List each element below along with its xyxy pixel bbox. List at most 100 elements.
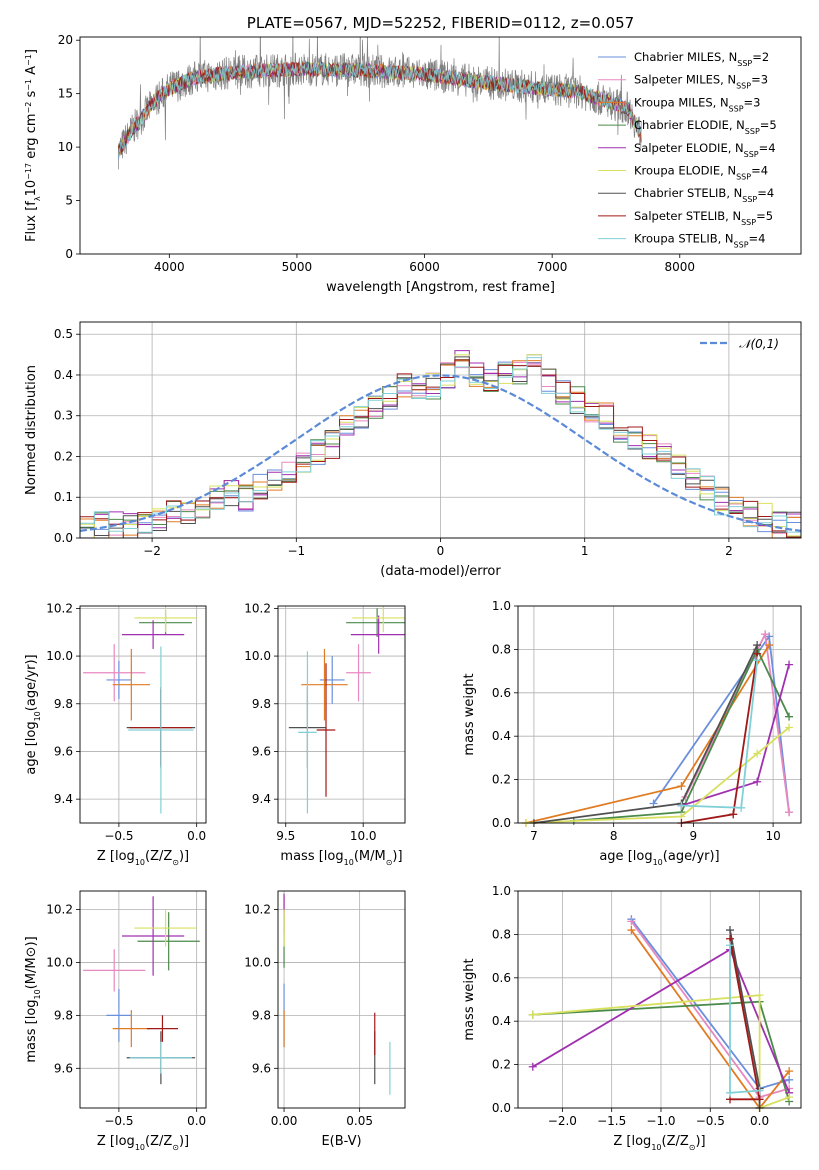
label-part: SSP bbox=[736, 172, 751, 181]
spectrum-chart: 4000 5000 6000 7000 8000 0 5 10 15 20 PLATE=0567, … bbox=[24, 14, 802, 295]
label-part: =4 bbox=[759, 141, 776, 155]
label-part: Kroupa STELIB, N bbox=[634, 232, 734, 246]
weight-marker bbox=[785, 808, 794, 817]
label-part: Chabrier MILES, N bbox=[634, 50, 737, 64]
label-part: Salpeter STELIB, N bbox=[634, 209, 741, 223]
model-spectrum-7 bbox=[117, 61, 642, 157]
label-part: ⊙ bbox=[172, 1143, 179, 1152]
label-part: SSP bbox=[744, 149, 759, 158]
y-tick-label: 9.8 bbox=[252, 697, 271, 711]
label-part: SSP bbox=[742, 195, 757, 204]
label-part: Chabrier ELODIE, N bbox=[634, 118, 745, 132]
y-tick-label: 0.2 bbox=[492, 1058, 511, 1072]
label-part: =5 bbox=[756, 209, 773, 223]
weight-line-5 bbox=[532, 994, 790, 1110]
x-tick-label: −0.5 bbox=[104, 829, 133, 843]
chart-title: PLATE=0567, MJD=52252, FIBERID=0112, z=0… bbox=[247, 14, 634, 32]
label-part: Kroupa ELODIE, N bbox=[634, 164, 736, 178]
x-axis-label: wavelength [Angstrom, rest frame] bbox=[326, 280, 555, 295]
label-part: 10 bbox=[653, 858, 663, 867]
weight-marker bbox=[737, 803, 746, 812]
label-part: (Z/Z bbox=[145, 1134, 172, 1149]
age-vs-Z-chart: −0.5 0.09.49.69.810.010.2Z [log10(Z/Z⊙)]a… bbox=[24, 601, 207, 867]
x-tick-label: −1.5 bbox=[597, 1114, 626, 1128]
axes-frame bbox=[277, 890, 406, 1109]
label-part: s bbox=[24, 91, 39, 102]
label-part: mass [log bbox=[280, 849, 343, 864]
x-tick-label: 4000 bbox=[154, 260, 185, 274]
weight-marker bbox=[765, 641, 774, 650]
label-part: SSP bbox=[736, 81, 751, 90]
weight-marker bbox=[755, 1095, 764, 1104]
label-part: )] bbox=[392, 849, 402, 864]
weight-line-6 bbox=[533, 644, 759, 824]
x-tick-label: −0.5 bbox=[104, 1114, 133, 1128]
gaussian-curve bbox=[80, 374, 801, 532]
error-bars bbox=[83, 606, 197, 814]
label-part: =2 bbox=[752, 50, 769, 64]
weight-marker bbox=[755, 991, 764, 1000]
y-tick-label: 0.4 bbox=[492, 1014, 511, 1028]
label-part: 10 bbox=[24, 180, 39, 197]
label-part: −2 bbox=[24, 102, 33, 114]
weight-marker bbox=[785, 660, 794, 669]
label-part: λ bbox=[33, 196, 42, 201]
error-bars bbox=[288, 606, 405, 814]
label-part: (Z/Z bbox=[662, 1134, 689, 1149]
weight-line-5 bbox=[525, 726, 790, 824]
weight-marker bbox=[753, 641, 762, 650]
x-tick-label: 0.0 bbox=[750, 1114, 769, 1128]
x-tick-label: 0.0 bbox=[187, 829, 206, 843]
y-tick-label: 9.6 bbox=[54, 744, 73, 758]
axes-frame bbox=[79, 321, 802, 539]
y-tick-label: 1.0 bbox=[492, 884, 511, 898]
axes-frame bbox=[79, 605, 207, 824]
mass-vs-EBV-chart: 0.00 0.05 9.6 9.8 10.0 10.2 E(B-V) bbox=[244, 890, 406, 1149]
label-part: (M/M⊙)] bbox=[24, 936, 39, 989]
y-tick-label: 0.0 bbox=[492, 816, 511, 830]
label-part: ⊙ bbox=[386, 858, 393, 867]
y-tick-label: 0.6 bbox=[492, 686, 511, 700]
label-part: =4 bbox=[757, 186, 774, 200]
y-tick-label: 20 bbox=[58, 33, 73, 47]
x-tick-label: 0 bbox=[437, 544, 445, 558]
legend-entry: Chabrier ELODIE, NSSP=5 bbox=[634, 118, 777, 136]
x-tick-label: −1 bbox=[287, 544, 305, 558]
x-tick-label: 8 bbox=[610, 829, 618, 843]
x-tick-label: 6000 bbox=[409, 260, 440, 274]
x-tick-label: −1.0 bbox=[646, 1114, 675, 1128]
error-bars bbox=[83, 896, 200, 1085]
x-tick-label: −2 bbox=[143, 544, 161, 558]
y-tick-label: 10.2 bbox=[244, 601, 271, 615]
label-part: Salpeter ELODIE, N bbox=[634, 141, 744, 155]
legend-entry: Chabrier MILES, NSSP=2 bbox=[634, 50, 769, 68]
x-tick-label: 7 bbox=[530, 829, 538, 843]
weight-marker bbox=[753, 777, 762, 786]
label-part: SSP bbox=[737, 59, 752, 68]
label-part: Z [log bbox=[97, 1134, 135, 1149]
y-tick-label: 9.8 bbox=[252, 1008, 271, 1022]
weight-line-2 bbox=[525, 644, 770, 824]
age-vs-mass-chart: 9.5 10.0 9.4 9.6 9.8 10.0 10.2 mass [log10(M/M⊙… bbox=[244, 601, 406, 867]
weight-line-7 bbox=[729, 938, 761, 1101]
y-tick-label: 5 bbox=[65, 194, 73, 208]
y-tick-label: 0.3 bbox=[54, 409, 73, 423]
y-axis-label: mass weight bbox=[462, 958, 477, 1040]
weight-marker bbox=[726, 941, 735, 950]
x-axis-label: age [log10(age/yr)] bbox=[599, 849, 719, 867]
weight-marker bbox=[785, 1093, 794, 1102]
label-part: Chabrier STELIB, N bbox=[634, 186, 742, 200]
label-part: 10 bbox=[33, 711, 42, 721]
y-tick-label: 0.8 bbox=[492, 642, 511, 656]
x-tick-label: −0.5 bbox=[696, 1114, 725, 1128]
weight-marker bbox=[627, 917, 636, 926]
histogram-series-8 bbox=[80, 357, 801, 538]
label-part: (Z/Z bbox=[145, 849, 172, 864]
weight-marker bbox=[785, 1067, 794, 1076]
legend-entry: 𝒩(0,1) bbox=[739, 337, 779, 351]
axes-frame bbox=[79, 890, 207, 1109]
y-tick-label: 0.4 bbox=[492, 729, 511, 743]
weight-marker bbox=[649, 799, 658, 808]
